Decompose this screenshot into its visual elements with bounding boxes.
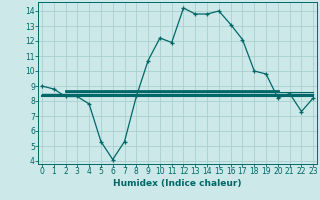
X-axis label: Humidex (Indice chaleur): Humidex (Indice chaleur) — [113, 179, 242, 188]
